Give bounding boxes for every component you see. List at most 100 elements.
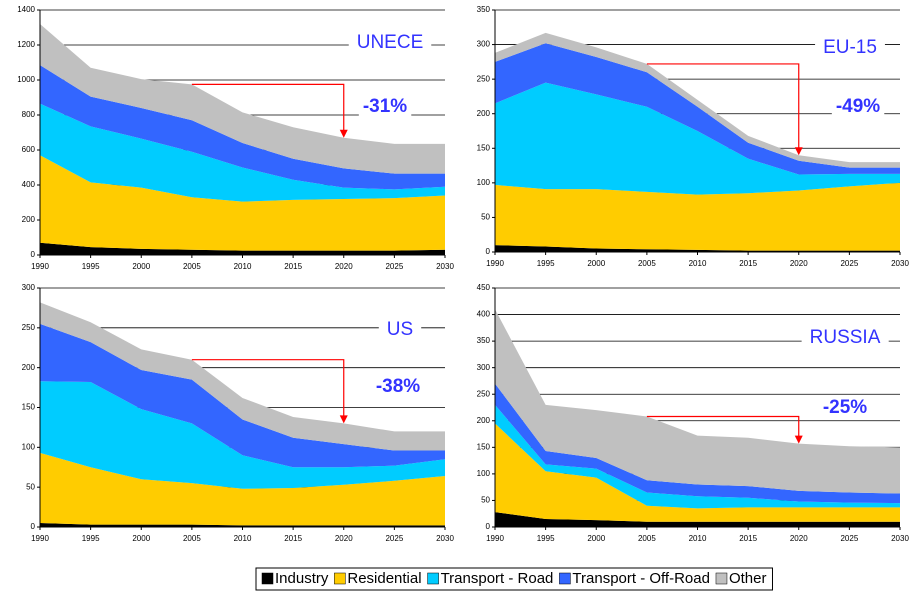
- reduction-label: -38%: [376, 376, 420, 397]
- y-tick-label: 200: [22, 363, 36, 372]
- area: [495, 423, 900, 522]
- x-tick-label: 2020: [790, 534, 808, 543]
- arrow-head: [339, 415, 348, 424]
- y-tick-label: 450: [477, 283, 491, 292]
- panel-title: RUSSIA: [810, 327, 881, 348]
- y-tick-label: 250: [477, 74, 491, 83]
- y-tick-label: 50: [481, 213, 490, 222]
- y-tick-label: 150: [477, 143, 491, 152]
- y-tick-label: 150: [22, 403, 36, 412]
- legend-swatch: [427, 572, 439, 585]
- y-tick-label: 300: [477, 363, 491, 372]
- area: [495, 182, 900, 251]
- y-tick-label: 400: [22, 180, 36, 189]
- x-tick-label: 2000: [587, 534, 605, 543]
- x-tick-label: 2025: [840, 534, 858, 543]
- legend-label: Transport - Off-Road: [572, 570, 710, 587]
- legend-label: Residential: [347, 570, 421, 587]
- y-tick-label: 1400: [17, 5, 35, 14]
- label-background: [831, 95, 885, 119]
- x-tick-label: 2005: [638, 259, 656, 268]
- x-tick-label: 2020: [335, 534, 353, 543]
- x-tick-label: 2005: [638, 534, 656, 543]
- area: [40, 242, 445, 255]
- x-tick-label: 1995: [82, 262, 100, 271]
- panel-title: EU-15: [823, 37, 877, 58]
- y-tick-label: 50: [481, 496, 490, 505]
- area: [495, 245, 900, 252]
- y-tick-label: 0: [31, 250, 36, 259]
- area: [40, 381, 445, 489]
- arrow-head: [794, 147, 803, 156]
- x-tick-label: 2020: [335, 262, 353, 271]
- x-tick-label: 2025: [385, 262, 403, 271]
- legend-label: Other: [729, 570, 767, 587]
- x-tick-label: 2015: [739, 259, 757, 268]
- y-tick-label: 250: [22, 323, 36, 332]
- arrow-head: [794, 435, 803, 444]
- x-tick-label: 1990: [486, 534, 504, 543]
- x-tick-label: 1995: [82, 534, 100, 543]
- x-tick-label: 2010: [689, 259, 707, 268]
- area: [40, 24, 445, 174]
- y-tick-label: 1200: [17, 40, 35, 49]
- x-tick-label: 2015: [284, 534, 302, 543]
- x-tick-label: 1995: [537, 259, 555, 268]
- y-tick-label: 200: [22, 215, 36, 224]
- reduction-label: -25%: [823, 397, 867, 418]
- x-tick-label: 2000: [132, 534, 150, 543]
- legend-swatch: [334, 572, 346, 585]
- x-tick-label: 2025: [840, 259, 858, 268]
- legend-swatch: [559, 572, 571, 585]
- area: [495, 309, 900, 494]
- y-tick-label: 100: [22, 442, 36, 451]
- x-tick-label: 1990: [31, 534, 49, 543]
- x-tick-label: 2030: [436, 534, 454, 543]
- y-tick-label: 350: [477, 336, 491, 345]
- x-tick-label: 2030: [891, 534, 909, 543]
- area: [40, 452, 445, 526]
- x-tick-label: 2005: [183, 262, 201, 271]
- y-tick-label: 200: [477, 109, 491, 118]
- label-background: [348, 31, 432, 55]
- legend-swatch: [715, 572, 728, 585]
- x-tick-label: 2010: [234, 534, 252, 543]
- x-tick-label: 2000: [132, 262, 150, 271]
- label-background: [371, 375, 425, 399]
- arrow: [646, 415, 800, 438]
- y-tick-label: 800: [22, 110, 36, 119]
- y-tick-label: 0: [486, 247, 491, 256]
- area: [40, 302, 445, 451]
- y-tick-label: 300: [477, 40, 491, 49]
- area: [40, 323, 445, 468]
- label-background: [801, 326, 889, 350]
- x-tick-label: 2020: [790, 259, 808, 268]
- arrow-head: [339, 129, 348, 138]
- arrow: [191, 83, 345, 132]
- legend-label: Industry: [275, 570, 329, 587]
- area: [495, 82, 900, 195]
- reduction-label: -31%: [363, 96, 407, 117]
- label-background: [358, 95, 412, 119]
- area: [495, 43, 900, 175]
- legend-label: Transport - Road: [441, 570, 554, 587]
- x-tick-label: 1995: [537, 534, 555, 543]
- y-tick-label: 400: [477, 310, 491, 319]
- arrow: [646, 63, 800, 150]
- x-tick-label: 2010: [689, 534, 707, 543]
- x-tick-label: 2015: [739, 534, 757, 543]
- x-tick-label: 2025: [385, 534, 403, 543]
- x-tick-label: 2005: [183, 534, 201, 543]
- area: [40, 65, 445, 190]
- y-tick-label: 100: [477, 178, 491, 187]
- x-tick-label: 2000: [587, 259, 605, 268]
- reduction-label: -49%: [836, 96, 880, 117]
- panel-title: UNECE: [357, 32, 424, 53]
- y-tick-label: 1000: [17, 75, 35, 84]
- x-tick-label: 2030: [891, 259, 909, 268]
- x-tick-label: 2030: [436, 262, 454, 271]
- label-background: [815, 36, 885, 60]
- y-tick-label: 0: [486, 522, 491, 531]
- x-tick-label: 1990: [31, 262, 49, 271]
